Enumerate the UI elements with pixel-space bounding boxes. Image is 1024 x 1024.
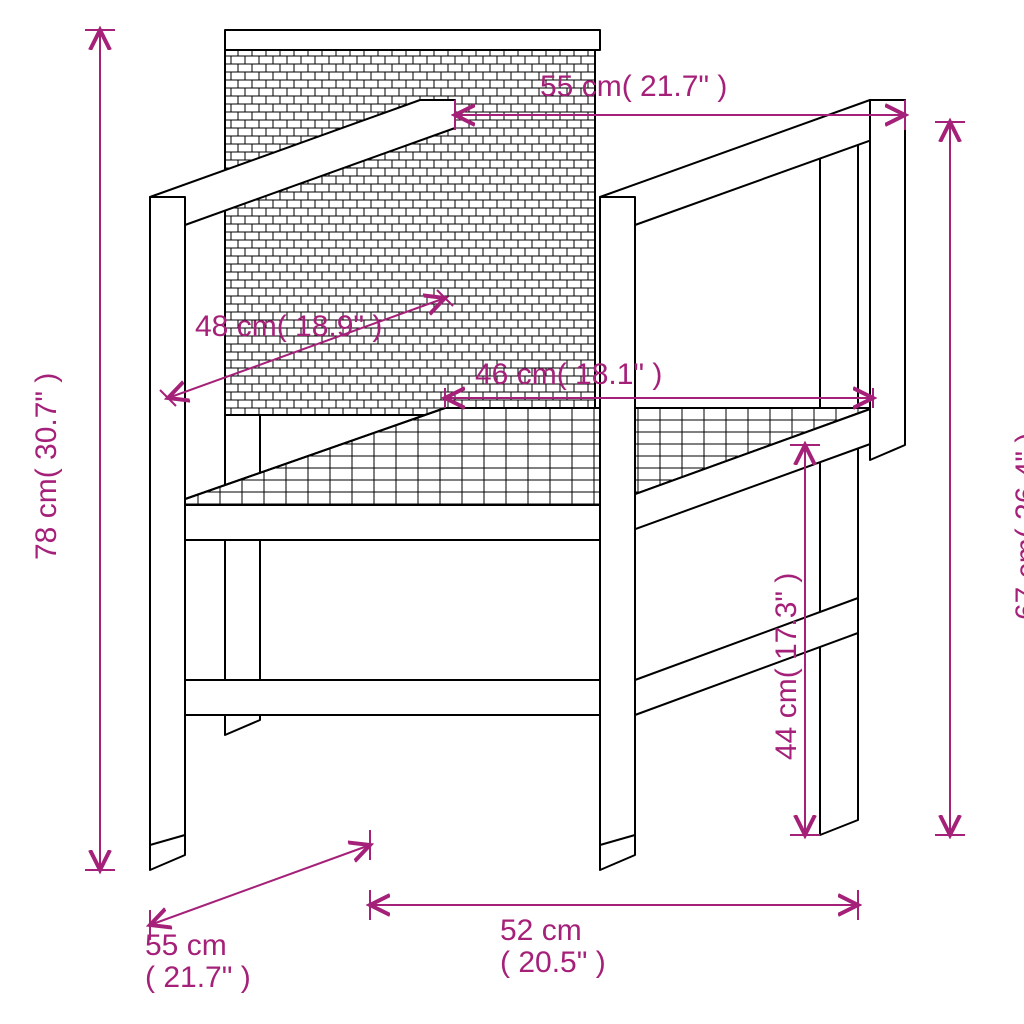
dim-total-height	[85, 30, 115, 870]
dim-arm-height	[935, 122, 965, 835]
dim-width-bottom	[370, 890, 858, 920]
label-width-bottom: 52 cm ( 20.5" )	[500, 915, 606, 978]
label-seat-depth: 48 cm( 18.9" )	[195, 310, 382, 344]
label-arm-span: 55 cm( 21.7" )	[540, 70, 727, 104]
label-depth-bottom: 55 cm ( 21.7" )	[145, 930, 251, 993]
label-total-height: 78 cm( 30.7" )	[30, 373, 64, 560]
label-arm-height: 67 cm( 26.4" )	[1010, 433, 1024, 620]
label-seat-width: 46 cm( 18.1" )	[475, 358, 662, 392]
label-seat-height: 44 cm( 17.3" )	[770, 573, 804, 760]
